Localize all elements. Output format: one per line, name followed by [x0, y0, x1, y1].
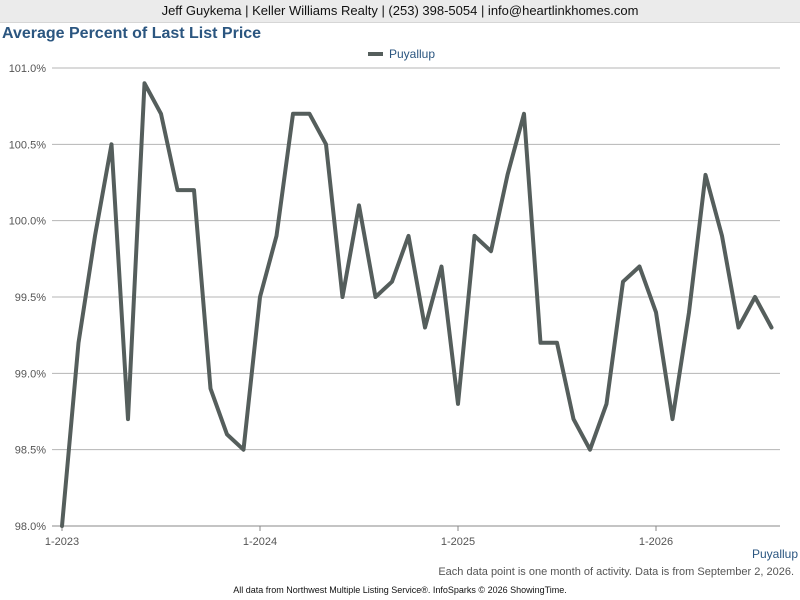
data-point [308, 112, 311, 116]
data-point [225, 432, 229, 436]
data-point [440, 264, 443, 268]
data-point [539, 341, 542, 345]
data-point [605, 402, 608, 406]
data-point [555, 341, 559, 345]
data-point [572, 417, 575, 421]
data-point [456, 402, 460, 406]
data-point [374, 295, 377, 299]
data-footnote: Each data point is one month of activity… [438, 566, 794, 578]
contact-header: Jeff Guykema | Keller Williams Realty | … [0, 0, 800, 23]
data-point [770, 326, 773, 330]
data-point [77, 341, 80, 345]
data-point [357, 203, 361, 207]
data-point [621, 280, 625, 284]
data-point [126, 417, 130, 421]
data-point [588, 448, 592, 452]
data-point [423, 326, 427, 330]
series-tag: Puyallup [751, 547, 798, 561]
data-point [506, 173, 509, 177]
data-point [638, 264, 641, 268]
data-point [522, 112, 526, 116]
x-tick-label: 1-2024 [243, 536, 277, 548]
data-point [687, 310, 691, 314]
legend-label: Puyallup [389, 47, 436, 61]
y-tick-label: 98.5% [15, 445, 46, 457]
data-point [209, 387, 212, 391]
data-point [242, 448, 245, 452]
data-point [720, 234, 724, 238]
series-line-puyallup [60, 81, 774, 528]
data-point [390, 280, 394, 284]
data-point [275, 234, 278, 238]
y-tick-label: 99.5% [15, 292, 46, 304]
x-tick-label: 1-2023 [45, 536, 79, 548]
data-point [291, 112, 295, 116]
x-tick-label: 1-2026 [639, 536, 673, 548]
data-point [473, 234, 476, 238]
data-point [60, 524, 64, 528]
source-credit: All data from Northwest Multiple Listing… [233, 585, 567, 595]
legend: Puyallup [368, 46, 435, 62]
legend-swatch [368, 52, 383, 56]
y-tick-label: 98.0% [15, 521, 46, 533]
chart-title: Average Percent of Last List Price [2, 25, 262, 42]
data-point [737, 326, 740, 330]
y-tick-label: 100.0% [9, 216, 47, 228]
data-point [341, 295, 344, 299]
data-point [671, 417, 674, 421]
y-tick-label: 99.0% [15, 368, 46, 380]
data-point [159, 112, 163, 116]
data-point [704, 173, 707, 177]
data-point [753, 295, 757, 299]
y-tick-label: 100.5% [9, 139, 47, 151]
data-point [654, 310, 658, 314]
data-point [176, 188, 179, 192]
data-point [143, 81, 146, 85]
y-tick-label: 101.0% [9, 63, 47, 75]
data-point [489, 249, 493, 253]
data-point [258, 295, 262, 299]
data-point [93, 234, 97, 238]
data-point [407, 234, 410, 238]
x-tick-label: 1-2025 [441, 536, 475, 548]
data-point [192, 188, 196, 192]
data-point [324, 142, 328, 146]
data-point [110, 142, 113, 146]
